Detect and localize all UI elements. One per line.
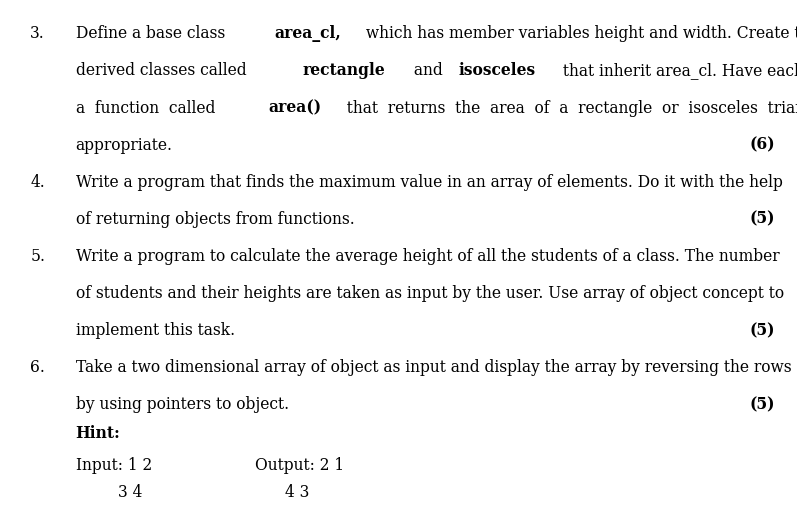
Text: Hint:: Hint:	[76, 425, 120, 442]
Text: area(): area()	[268, 100, 321, 116]
Text: 3 4: 3 4	[118, 484, 143, 500]
Text: rectangle: rectangle	[302, 62, 385, 79]
Text: derived classes called: derived classes called	[76, 62, 251, 79]
Text: (5): (5)	[749, 211, 775, 228]
Text: Input: 1 2: Input: 1 2	[76, 457, 152, 474]
Text: isosceles: isosceles	[459, 62, 536, 79]
Text: a  function  called: a function called	[76, 100, 225, 116]
Text: of students and their heights are taken as input by the user. Use array of objec: of students and their heights are taken …	[76, 285, 783, 302]
Text: by using pointers to object.: by using pointers to object.	[76, 396, 289, 413]
Text: Write a program that finds the maximum value in an array of elements. Do it with: Write a program that finds the maximum v…	[76, 174, 783, 190]
Text: (5): (5)	[749, 322, 775, 339]
Text: Output: 2 1: Output: 2 1	[255, 457, 344, 474]
Text: of returning objects from functions.: of returning objects from functions.	[76, 211, 355, 228]
Text: (6): (6)	[749, 137, 775, 153]
Text: Take a two dimensional array of object as input and display the array by reversi: Take a two dimensional array of object a…	[76, 359, 791, 376]
Text: Define a base class: Define a base class	[76, 25, 230, 42]
Text: 6.: 6.	[30, 359, 45, 376]
Text: 5.: 5.	[30, 248, 45, 265]
Text: that  returns  the  area  of  a  rectangle  or  isosceles  triangle  as: that returns the area of a rectangle or …	[336, 100, 797, 116]
Text: appropriate.: appropriate.	[76, 137, 173, 153]
Text: that inherit area_cl. Have each class include: that inherit area_cl. Have each class in…	[558, 62, 797, 79]
Text: and: and	[409, 62, 448, 79]
Text: area_cl,: area_cl,	[275, 25, 341, 42]
Text: (5): (5)	[749, 396, 775, 413]
Text: which has member variables height and width. Create two: which has member variables height and wi…	[361, 25, 797, 42]
Text: 4 3: 4 3	[285, 484, 310, 500]
Text: 3.: 3.	[30, 25, 45, 42]
Text: implement this task.: implement this task.	[76, 322, 235, 339]
Text: Write a program to calculate the average height of all the students of a class. : Write a program to calculate the average…	[76, 248, 779, 265]
Text: 4.: 4.	[30, 174, 45, 190]
